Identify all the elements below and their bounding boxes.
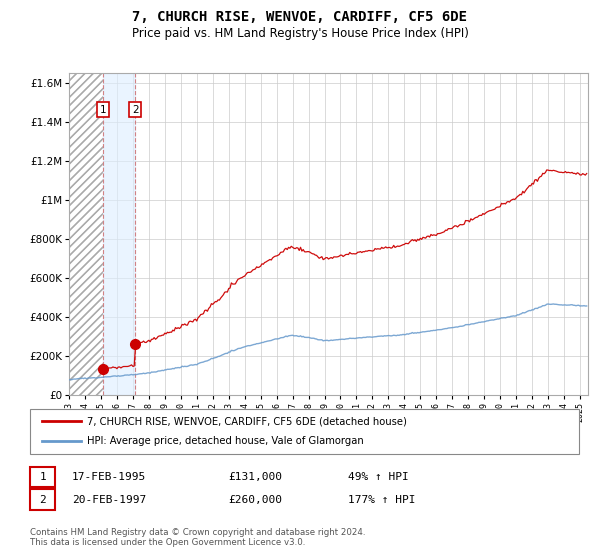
Text: HPI: Average price, detached house, Vale of Glamorgan: HPI: Average price, detached house, Vale… bbox=[87, 436, 364, 446]
Text: 2: 2 bbox=[132, 105, 139, 115]
Bar bbox=[69, 73, 103, 395]
Text: 1: 1 bbox=[100, 105, 106, 115]
Text: 7, CHURCH RISE, WENVOE, CARDIFF, CF5 6DE (detached house): 7, CHURCH RISE, WENVOE, CARDIFF, CF5 6DE… bbox=[87, 416, 407, 426]
Text: Price paid vs. HM Land Registry's House Price Index (HPI): Price paid vs. HM Land Registry's House … bbox=[131, 27, 469, 40]
Text: 20-FEB-1997: 20-FEB-1997 bbox=[72, 494, 146, 505]
Text: 177% ↑ HPI: 177% ↑ HPI bbox=[348, 494, 415, 505]
Text: 7, CHURCH RISE, WENVOE, CARDIFF, CF5 6DE: 7, CHURCH RISE, WENVOE, CARDIFF, CF5 6DE bbox=[133, 10, 467, 24]
Bar bbox=[103, 73, 135, 395]
Text: 2: 2 bbox=[39, 494, 46, 505]
Text: 17-FEB-1995: 17-FEB-1995 bbox=[72, 472, 146, 482]
Text: Contains HM Land Registry data © Crown copyright and database right 2024.
This d: Contains HM Land Registry data © Crown c… bbox=[30, 528, 365, 547]
Text: £131,000: £131,000 bbox=[228, 472, 282, 482]
Text: £260,000: £260,000 bbox=[228, 494, 282, 505]
Text: 49% ↑ HPI: 49% ↑ HPI bbox=[348, 472, 409, 482]
Text: 1: 1 bbox=[39, 472, 46, 482]
Bar bbox=[69, 73, 103, 395]
